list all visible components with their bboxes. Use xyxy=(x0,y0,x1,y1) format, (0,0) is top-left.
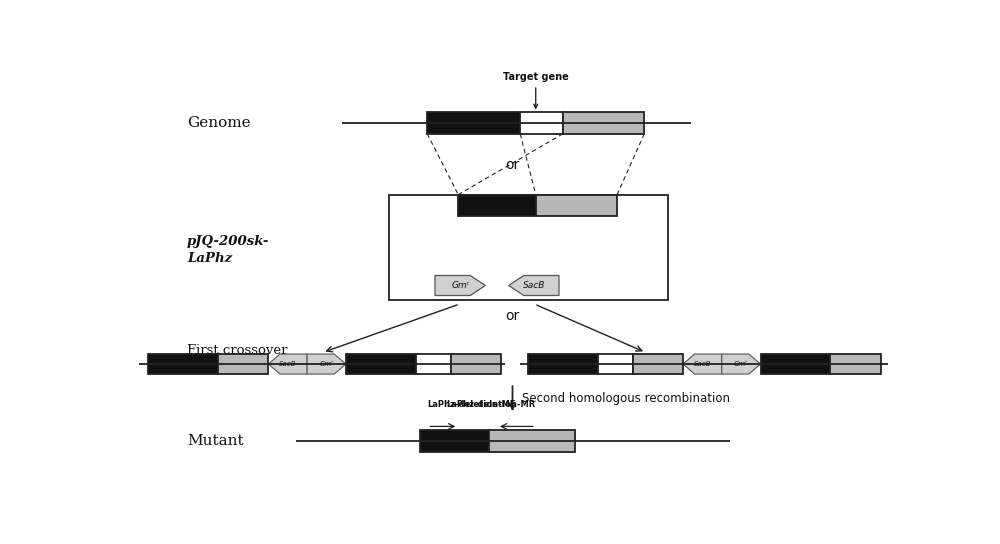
Bar xyxy=(563,112,644,134)
Polygon shape xyxy=(435,275,485,295)
Polygon shape xyxy=(509,275,559,295)
Bar xyxy=(633,354,683,374)
Text: First crossover: First crossover xyxy=(187,344,288,357)
Text: Gmʳ: Gmʳ xyxy=(319,361,334,367)
Bar xyxy=(218,354,268,374)
Bar xyxy=(598,354,633,374)
Text: or: or xyxy=(505,158,520,172)
Text: SacB: SacB xyxy=(523,281,545,290)
Polygon shape xyxy=(307,354,346,374)
Polygon shape xyxy=(722,354,761,374)
Bar xyxy=(148,354,218,374)
Text: Mutant: Mutant xyxy=(187,434,244,448)
Polygon shape xyxy=(683,354,722,374)
Text: LaPhz-deletion-MF: LaPhz-deletion-MF xyxy=(427,400,516,410)
Bar xyxy=(458,195,536,216)
Text: SacB: SacB xyxy=(694,361,711,367)
Bar xyxy=(450,354,501,374)
Bar xyxy=(346,354,416,374)
Bar xyxy=(536,195,617,216)
Bar xyxy=(489,430,574,452)
Text: Gmʳ: Gmʳ xyxy=(451,281,469,290)
Bar xyxy=(528,354,598,374)
Text: Gmʳ: Gmʳ xyxy=(734,361,748,367)
Bar xyxy=(427,112,520,134)
Bar xyxy=(420,430,489,452)
Text: LaPhz-deletion-MR: LaPhz-deletion-MR xyxy=(446,400,536,410)
Text: Second homologous recombination: Second homologous recombination xyxy=(522,392,730,405)
Bar xyxy=(761,354,830,374)
Bar xyxy=(830,354,881,374)
Bar xyxy=(388,195,668,300)
Text: Genome: Genome xyxy=(187,116,251,130)
Bar xyxy=(520,112,563,134)
Bar xyxy=(416,354,450,374)
Polygon shape xyxy=(268,354,307,374)
Text: LaPhz: LaPhz xyxy=(187,252,232,265)
Text: or: or xyxy=(505,308,520,323)
Text: pJQ-200sk-: pJQ-200sk- xyxy=(187,234,269,248)
Text: Target gene: Target gene xyxy=(503,72,569,108)
Text: SacB: SacB xyxy=(279,361,296,367)
